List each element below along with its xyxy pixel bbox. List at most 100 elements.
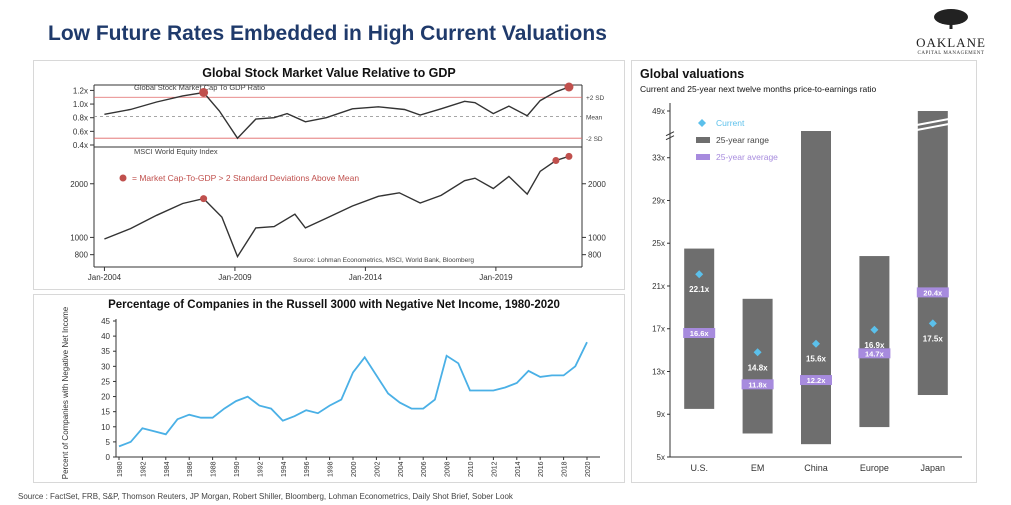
y-tick-label: 33x <box>652 154 665 163</box>
x-tick-label: 2006 <box>421 461 428 477</box>
y-tick-label: 13x <box>652 367 665 376</box>
range-bar <box>801 131 831 445</box>
y-tick-label: 1.2x <box>73 86 88 95</box>
x-tick-label: 1998 <box>328 461 335 477</box>
msci-series-line <box>104 155 570 259</box>
x-tick-label: 2010 <box>468 461 475 477</box>
legend-text: = Market Cap-To-GDP > 2 Standard Deviati… <box>132 173 359 183</box>
logo-subtitle: CAPITAL MANAGEMENT <box>917 51 985 56</box>
y-tick-label: 5 <box>106 438 111 447</box>
legend-range-label: 25-year range <box>716 135 769 145</box>
reference-label: Mean <box>586 114 603 121</box>
x-tick-label: 2000 <box>351 461 358 477</box>
x-tick-label: 1984 <box>164 461 171 477</box>
y-tick-label: 17x <box>652 325 665 334</box>
x-tick-label: 2020 <box>585 461 592 477</box>
y-tick-label: 2000 <box>70 180 88 189</box>
y-tick-label-right: 1000 <box>588 233 606 242</box>
y-tick-label: 21x <box>652 282 665 291</box>
highlight-point <box>552 157 560 165</box>
y-tick-label: 800 <box>75 251 89 260</box>
legend-current-marker <box>698 119 706 127</box>
legend-average-label: 25-year average <box>716 152 778 162</box>
valuations-chart-panel: Global valuations Current and 25-year ne… <box>631 60 977 483</box>
category-label: Japan <box>921 463 946 473</box>
y-tick-label-right: 800 <box>588 251 602 260</box>
average-marker <box>683 328 716 339</box>
x-tick-label: Jan-2014 <box>349 273 383 282</box>
average-label: 14.7x <box>865 349 885 358</box>
highlight-point <box>199 87 209 97</box>
highlight-point <box>564 82 574 92</box>
current-label: 15.6x <box>806 355 827 364</box>
x-tick-label: 1990 <box>234 461 241 477</box>
range-bar <box>859 256 890 428</box>
legend-average-swatch <box>696 154 710 160</box>
bar-break-mark <box>916 118 949 126</box>
y-tick-label: 15 <box>101 408 110 417</box>
y-tick-label: 30 <box>101 362 110 371</box>
average-marker <box>858 348 891 359</box>
category-label: EM <box>751 463 765 473</box>
x-tick-label: Jan-2019 <box>479 273 513 282</box>
current-marker <box>695 270 704 279</box>
range-bar <box>742 298 773 434</box>
average-label: 12.2x <box>807 376 827 385</box>
category-label: Europe <box>860 463 889 473</box>
axis-break-mark <box>665 131 675 137</box>
y-tick-label-right: 2000 <box>588 180 606 189</box>
x-tick-label: 1992 <box>257 461 264 477</box>
x-tick-label: 1988 <box>211 461 218 477</box>
y-tick-label: 25 <box>101 377 110 386</box>
current-marker <box>870 325 879 334</box>
source-footer: Source : FactSet, FRB, S&P, Thomson Reut… <box>18 492 513 501</box>
y-tick-label: 1000 <box>70 233 88 242</box>
gdp-chart: Global Stock Market Value Relative to GD… <box>70 66 606 282</box>
current-label: 17.5x <box>923 334 944 343</box>
reference-label: +2 SD <box>586 95 605 102</box>
highlight-point <box>565 152 573 160</box>
y-tick-label: 35 <box>101 347 110 356</box>
y-tick-label: 40 <box>101 332 110 341</box>
x-tick-label: Jan-2009 <box>218 273 252 282</box>
x-tick-label: 2004 <box>398 461 405 477</box>
average-marker <box>800 375 832 386</box>
x-tick-label: 2014 <box>515 461 522 477</box>
source-note: Source: Lohman Econometrics, MSCI, World… <box>293 257 474 264</box>
gdp-chart-panel: Global Stock Market Value Relative to GD… <box>33 60 625 290</box>
y-tick-label: 45 <box>101 317 110 326</box>
y-tick-label: 0 <box>106 453 111 462</box>
y-tick-label: 25x <box>652 239 665 248</box>
range-bar <box>917 111 948 396</box>
y-tick-label: 9x <box>657 410 665 419</box>
x-tick-label: 2016 <box>538 461 545 477</box>
x-tick-label: 2002 <box>374 461 381 477</box>
average-marker <box>741 379 774 390</box>
x-tick-label: 1996 <box>304 461 311 477</box>
legend-range-swatch <box>696 137 710 143</box>
valuations-chart: Global valuations Current and 25-year ne… <box>640 67 962 473</box>
average-marker <box>916 287 949 298</box>
y-tick-label: 10 <box>101 423 110 432</box>
current-marker <box>812 339 820 348</box>
negative-income-line <box>118 341 588 448</box>
y-tick-label: 49x <box>652 107 665 116</box>
y-tick-label: 29x <box>652 196 665 205</box>
y-tick-label: 0.4x <box>73 141 88 150</box>
x-tick-label: 1994 <box>281 461 288 477</box>
current-label: 22.1x <box>689 285 710 294</box>
current-marker <box>753 348 762 357</box>
y-tick-label: 0.8x <box>73 114 88 123</box>
x-tick-label: 1982 <box>140 461 147 477</box>
ratio-series-line <box>104 86 570 140</box>
y-tick-label: 5x <box>657 453 665 462</box>
current-label: 14.8x <box>748 363 769 372</box>
series-label-msci: MSCI World Equity Index <box>134 147 218 156</box>
x-tick-label: 2012 <box>491 461 498 477</box>
category-label: China <box>804 463 828 473</box>
chart-title: Global Stock Market Value Relative to GD… <box>202 66 456 80</box>
category-label: U.S. <box>690 463 708 473</box>
x-tick-label: Jan-2004 <box>88 273 122 282</box>
x-tick-label: 2018 <box>562 461 569 477</box>
x-tick-label: 2008 <box>445 461 452 477</box>
